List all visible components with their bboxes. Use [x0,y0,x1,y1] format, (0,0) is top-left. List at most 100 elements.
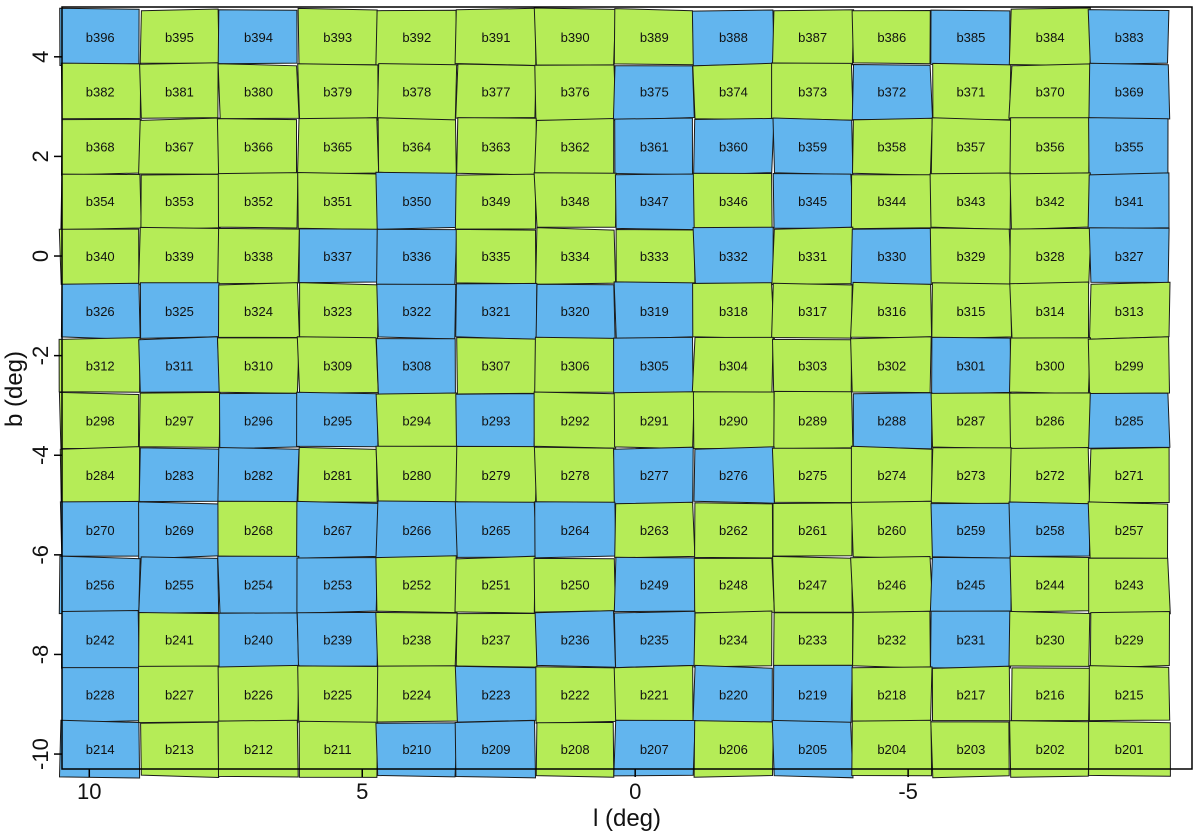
cell-label-b395: b395 [165,30,194,45]
cell-label-b250: b250 [561,578,590,593]
y-tick-label: 4 [28,51,53,63]
cell-label-b329: b329 [956,249,985,264]
x-tick-label: -5 [898,779,918,804]
y-tick-label: -4 [28,445,53,465]
x-axis-title: l (deg) [593,805,661,832]
cell-label-b338: b338 [244,249,273,264]
cell-label-b214: b214 [86,742,115,757]
cell-b338 [217,227,300,285]
cell-label-b359: b359 [798,140,827,155]
cell-label-b396: b396 [86,30,115,45]
cell-label-b273: b273 [956,468,985,483]
cell-label-b290: b290 [719,413,748,428]
cell-label-b279: b279 [482,468,511,483]
cell-label-b384: b384 [1036,30,1065,45]
cell-b285 [1088,392,1171,449]
cell-label-b321: b321 [482,304,511,319]
cell-label-b313: b313 [1115,304,1144,319]
cell-label-b263: b263 [640,523,669,538]
cell-label-b281: b281 [323,468,352,483]
cell-label-b302: b302 [877,359,906,374]
cell-label-b385: b385 [956,30,985,45]
cell-label-b347: b347 [640,194,669,209]
cell-label-b309: b309 [323,359,352,374]
cell-label-b233: b233 [798,633,827,648]
cell-label-b358: b358 [877,140,906,155]
cell-label-b269: b269 [165,523,194,538]
plot-frame [61,6,1193,770]
cell-label-b211: b211 [324,742,352,757]
cell-b369 [1088,62,1171,122]
cell-b209 [454,719,537,779]
cell-label-b235: b235 [640,633,669,648]
cell-b201 [1088,720,1171,777]
cell-label-b222: b222 [561,687,590,702]
cell-label-b287: b287 [956,413,985,428]
cell-label-b265: b265 [482,523,511,538]
cell-label-b268: b268 [244,523,273,538]
cell-b299 [1087,336,1171,395]
cell-label-b351: b351 [323,194,352,209]
cell-label-b247: b247 [798,578,827,593]
cell-label-b289: b289 [798,413,827,428]
cell-label-b391: b391 [482,30,511,45]
cell-label-b361: b361 [640,140,669,155]
cell-label-b371: b371 [956,85,985,100]
cell-b375 [612,65,695,121]
cell-label-b349: b349 [482,194,511,209]
cell-label-b275: b275 [798,468,827,483]
cell-label-b377: b377 [482,85,511,100]
cell-label-b332: b332 [719,249,748,264]
cell-label-b376: b376 [561,85,590,100]
cell-label-b219: b219 [798,687,827,702]
cell-label-b368: b368 [86,140,115,155]
cell-label-b246: b246 [877,578,906,593]
cell-label-b201: b201 [1115,742,1144,757]
cell-label-b382: b382 [86,85,115,100]
cell-label-b240: b240 [244,633,273,648]
cell-b207 [613,719,696,777]
cell-label-b346: b346 [719,194,748,209]
cell-label-b365: b365 [323,140,352,155]
cell-label-b344: b344 [877,194,906,209]
cell-label-b303: b303 [798,359,827,374]
cell-label-b348: b348 [561,194,590,209]
cell-b204 [851,719,933,777]
cell-b234 [693,610,773,668]
cell-label-b286: b286 [1036,413,1065,428]
cell-label-b356: b356 [1036,140,1065,155]
cell-label-b278: b278 [561,468,590,483]
cell-label-b389: b389 [640,30,669,45]
y-tick-label: -6 [28,545,53,565]
cell-label-b299: b299 [1115,359,1144,374]
cell-label-b369: b369 [1115,85,1144,100]
cell-label-b296: b296 [244,413,273,428]
cell-label-b315: b315 [956,304,985,319]
cell-label-b226: b226 [244,687,273,702]
cell-label-b257: b257 [1115,523,1144,538]
cell-label-b386: b386 [877,30,906,45]
cell-label-b238: b238 [402,633,431,648]
cell-b281 [297,446,378,503]
cell-label-b339: b339 [165,249,194,264]
cell-label-b366: b366 [244,140,273,155]
cell-label-b283: b283 [165,468,194,483]
cell-b205 [771,719,854,779]
cell-label-b253: b253 [323,578,352,593]
cell-label-b352: b352 [244,194,273,209]
cell-label-b220: b220 [719,687,748,702]
cell-label-b221: b221 [640,687,669,702]
cell-label-b251: b251 [482,578,511,593]
cell-label-b256: b256 [86,578,115,593]
cell-label-b234: b234 [719,633,748,648]
cell-label-b373: b373 [798,85,827,100]
cell-label-b322: b322 [402,304,431,319]
cell-label-b394: b394 [244,30,273,45]
cell-label-b388: b388 [719,30,748,45]
cell-b317 [771,282,853,339]
cell-label-b324: b324 [244,304,273,319]
cell-b383 [1087,9,1170,65]
cell-label-b203: b203 [956,742,985,757]
cell-label-b331: b331 [798,249,827,264]
cell-label-b280: b280 [402,468,431,483]
